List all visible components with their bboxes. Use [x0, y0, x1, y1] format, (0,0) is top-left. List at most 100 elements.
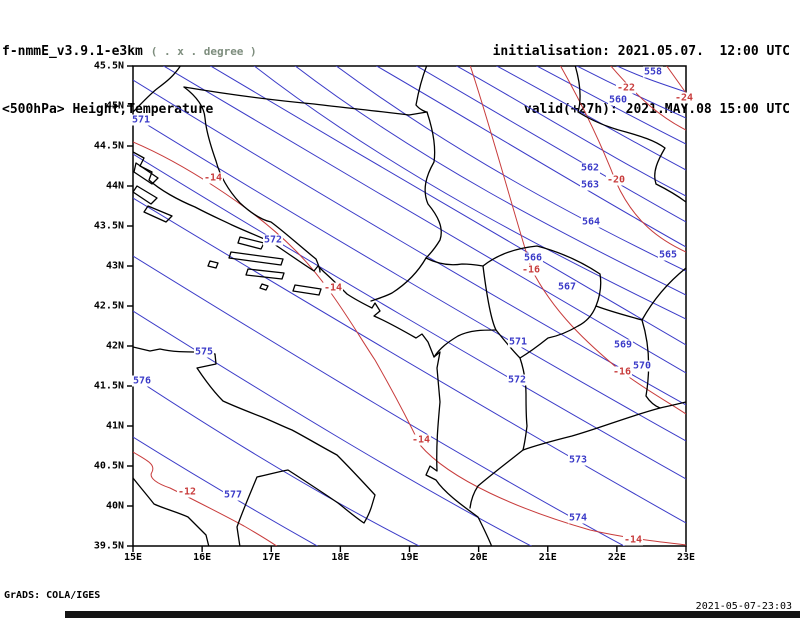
height-contour-label: 572 [506, 374, 528, 386]
height-contour-label: 560 [607, 94, 629, 106]
axis-tick-marks [127, 65, 687, 552]
height-contour-558 [615, 66, 686, 93]
height-contour-label: 575 [193, 346, 215, 358]
border-serbia-romania [574, 66, 686, 203]
height-contour-label: 570 [631, 360, 653, 372]
height-contour-label: 566 [522, 252, 544, 264]
x-axis-tick-label: 22E [607, 552, 626, 563]
temp-contour-label: -16 [611, 366, 633, 378]
border-montenegro-albania [433, 329, 497, 358]
header-right: initialisation: 2021.05.07. 12:00 UTC va… [493, 6, 790, 160]
temp-contour-minus12 [133, 451, 278, 546]
border-croatia-bosnia [183, 86, 321, 273]
x-axis-tick-label: 19E [400, 552, 419, 563]
y-axis-tick-label: 43N [105, 260, 124, 272]
height-contour-563 [415, 66, 686, 223]
height-contour-layer [133, 66, 686, 546]
x-axis-tick-label: 21E [538, 552, 557, 563]
height-contour-569 [162, 66, 686, 374]
x-axis-tick-label: 18E [331, 552, 350, 563]
temp-contour-label: -22 [615, 82, 637, 94]
border-serbia-bulgaria [641, 267, 686, 321]
height-contour-560 [535, 66, 686, 145]
coastline-east-adriatic [133, 151, 493, 546]
y-axis-tick-label: 44.5N [93, 140, 124, 152]
height-contour-571 [133, 115, 686, 442]
creation-timestamp: 2021-05-07-23:03 [695, 601, 792, 612]
height-contour-label: 572 [262, 234, 284, 246]
height-contour-562 [455, 66, 686, 197]
height-contour-574 [133, 255, 626, 546]
y-axis-tick-label: 40.5N [93, 460, 124, 472]
height-contour-567 [253, 66, 686, 320]
height-contour-label: 564 [580, 216, 602, 228]
temp-contour-minus14 [133, 141, 686, 546]
border-drina-bosnia-serbia [424, 111, 442, 259]
height-contour-label: 576 [131, 375, 153, 387]
header-left: f-nmmE_v3.9.1-e3km ( . x . degree ) <500… [2, 6, 257, 155]
temp-contour-label: -14 [202, 172, 224, 184]
border-albania-macedonia [519, 357, 528, 451]
border-croatia-serbia-danube [408, 66, 428, 116]
temp-contour-label: -14 [322, 282, 344, 294]
border-greece-macedonia-bulgaria [522, 401, 686, 451]
x-axis-tick-label: 17E [262, 552, 281, 563]
x-axis-tick-label: 23E [676, 552, 696, 563]
height-contour-label: 577 [222, 489, 244, 501]
height-contour-label: 574 [567, 512, 589, 524]
border-montenegro-serbia [425, 257, 484, 267]
height-contour-label: 567 [556, 281, 578, 293]
x-axis-tick-label: 20E [469, 552, 488, 563]
height-contour-label: 565 [657, 249, 679, 261]
border-kosovo [482, 245, 602, 359]
y-axis-tick-label: 44N [105, 180, 124, 192]
y-axis-tick-label: 42.5N [93, 300, 124, 312]
height-contour-566 [294, 66, 686, 296]
valid-time: valid(+27h): 2021.MAY.08 15:00 UTC [523, 102, 790, 117]
x-axis-tick-label: 16E [193, 552, 212, 563]
y-axis-tick-label: 43.5N [93, 220, 124, 232]
height-contour-565 [335, 66, 686, 272]
border-serbia-macedonia [595, 305, 643, 321]
height-contour-label: 573 [567, 454, 589, 466]
geography-layer [133, 66, 686, 546]
temp-contour-label: -16 [520, 264, 542, 276]
x-axis-tick-label: 15E [123, 552, 143, 563]
height-contour-561 [495, 66, 686, 171]
border-bosnia-montenegro [370, 257, 427, 302]
height-contour-label: 569 [612, 339, 634, 351]
border-macedonia-bulgaria [641, 319, 661, 409]
border-albania-greece [469, 449, 524, 509]
model-title: f-nmmE_v3.9.1-e3km [2, 44, 143, 59]
height-contour-568 [209, 66, 686, 346]
initialisation-time: initialisation: 2021.05.07. 12:00 UTC [492, 44, 790, 59]
coastline-italy [133, 346, 376, 546]
temp-contour-label: -14 [622, 534, 644, 546]
height-contour-570 [133, 79, 686, 406]
temp-contour-label: -20 [605, 174, 627, 186]
y-axis-tick-label: 45N [105, 100, 124, 112]
border-slovenia-croatia [133, 66, 182, 113]
grid-resolution-note: ( . x . degree ) [150, 45, 257, 58]
height-contour-label: 558 [642, 66, 664, 78]
height-contour-564 [375, 66, 686, 248]
field-title: <500hPa> Height,Temperature [2, 102, 214, 117]
height-contour-label: 571 [130, 114, 152, 126]
height-contour-573 [133, 197, 686, 524]
y-axis-tick-label: 45.5N [93, 60, 124, 72]
temp-contour-minus24 [666, 66, 686, 94]
height-contour-label: 562 [579, 162, 601, 174]
y-axis-tick-label: 42N [105, 340, 124, 352]
border-sava-north-bosnia [183, 86, 410, 116]
height-contour-572 [133, 153, 686, 480]
dalmatian-islands [133, 162, 322, 296]
temp-contour-label: -24 [673, 92, 695, 104]
temp-contour-label: -12 [176, 486, 198, 498]
y-axis-tick-label: 41.5N [93, 380, 124, 392]
height-contour-576 [133, 376, 421, 546]
y-axis-tick-label: 39.5N [93, 540, 124, 552]
height-contour-575 [133, 310, 533, 546]
temperature-contour-layer [133, 66, 686, 546]
